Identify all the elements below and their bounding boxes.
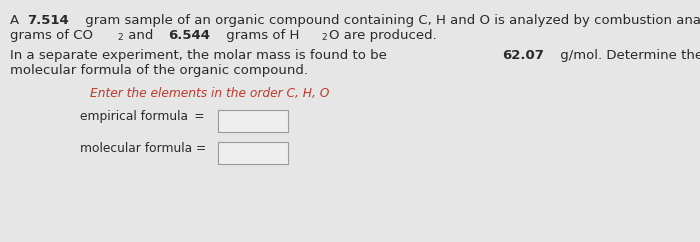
Text: 7.514: 7.514 [27, 14, 69, 27]
FancyBboxPatch shape [218, 110, 288, 132]
Text: 6.544: 6.544 [168, 29, 210, 42]
Text: empirical formula  =: empirical formula = [80, 110, 204, 123]
Text: g/mol. Determine the empirical formula and the: g/mol. Determine the empirical formula a… [556, 49, 700, 62]
Text: molecular formula of the organic compound.: molecular formula of the organic compoun… [10, 64, 308, 77]
Text: A: A [10, 14, 23, 27]
Text: 2: 2 [322, 32, 328, 41]
Text: molecular formula =: molecular formula = [80, 142, 206, 155]
Text: grams of CO: grams of CO [10, 29, 93, 42]
Text: grams of H: grams of H [222, 29, 300, 42]
Text: In a separate experiment, the molar mass is found to be: In a separate experiment, the molar mass… [10, 49, 391, 62]
Text: 2: 2 [117, 32, 122, 41]
Text: 62.07: 62.07 [502, 49, 544, 62]
Text: and: and [125, 29, 158, 42]
Text: O are produced.: O are produced. [329, 29, 437, 42]
Text: gram sample of an organic compound containing C, H and O is analyzed by combusti: gram sample of an organic compound conta… [81, 14, 700, 27]
Text: Enter the elements in the order C, H, O: Enter the elements in the order C, H, O [90, 87, 330, 100]
FancyBboxPatch shape [218, 142, 288, 164]
